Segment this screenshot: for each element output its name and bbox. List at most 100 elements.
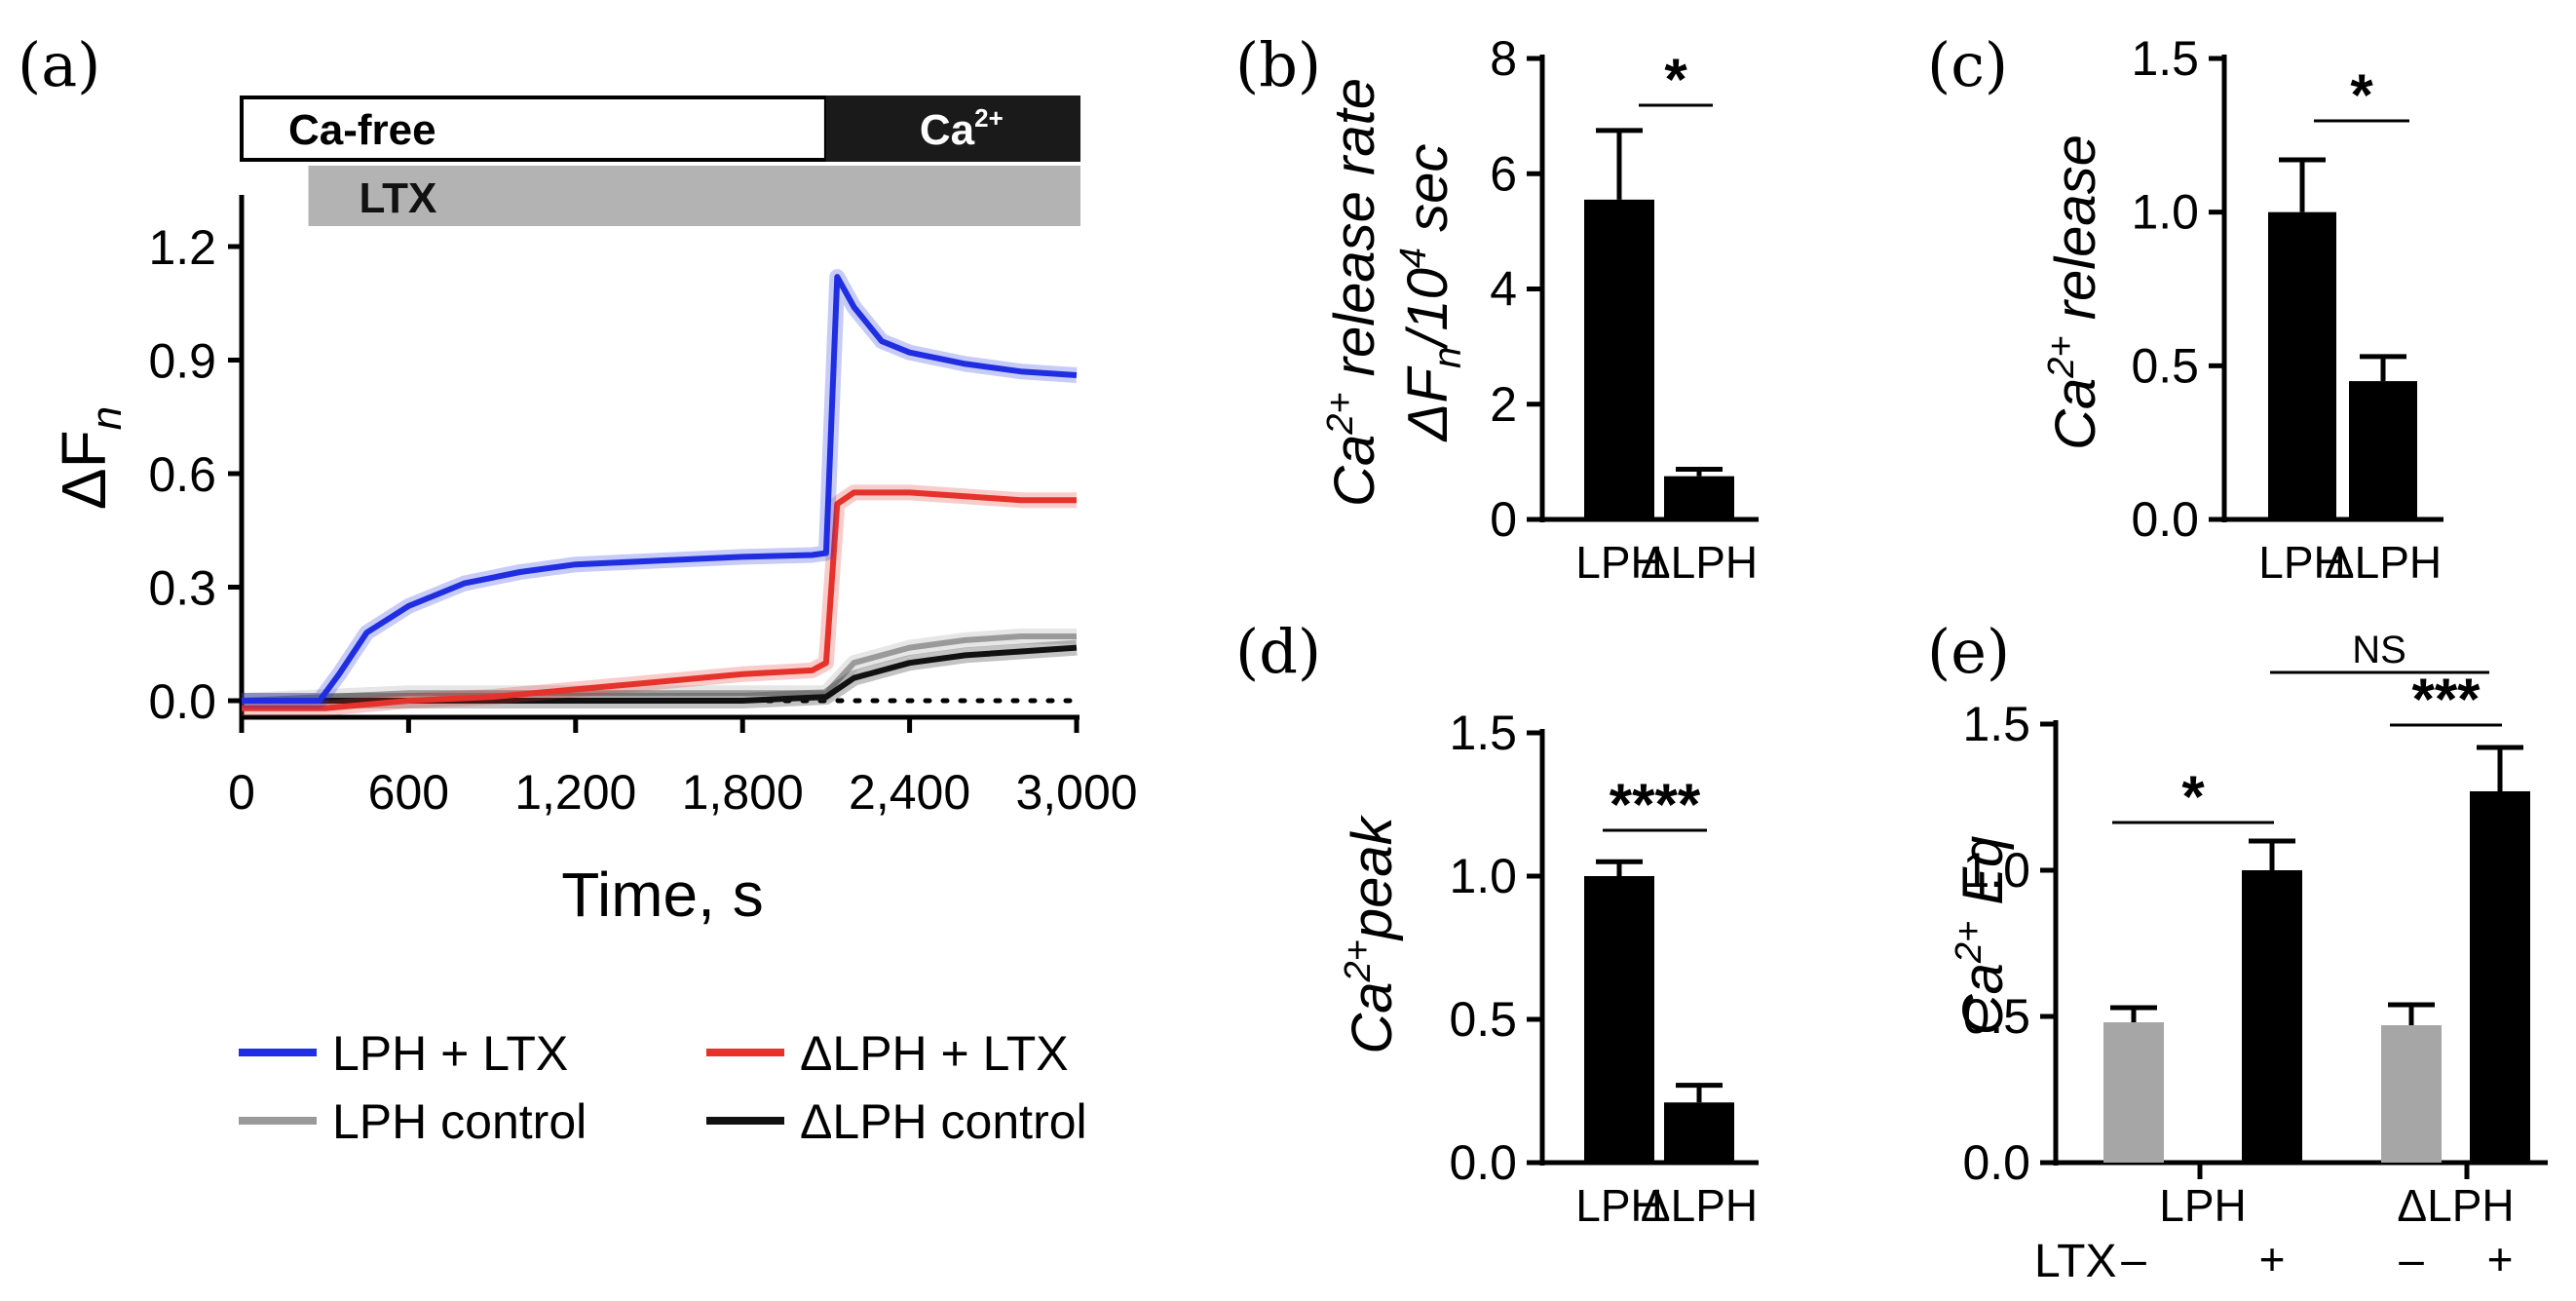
bar-panels: 02468LPHΔLPH*0.00.51.01.5LPHΔLPH*0.00.51… [1449,31,2548,1287]
panel-e: (e) Ca2+ Eq [1927,616,2015,1035]
panel-a: (a) Ca-free Ca2+ LTX 0.0 0.3 0.6 0.9 1.2 0 60… [18,29,1138,1149]
c-y-tick-label: 0.5 [2131,338,2199,393]
a-y-tick-label: 0.6 [148,447,216,502]
a-legend: LPH + LTX ΔLPH + LTX LPH control ΔLPH contr… [239,1026,1087,1149]
b-y-tick-label: 2 [1490,377,1517,432]
e-treatment-level: – [2399,1234,2424,1284]
e-sig-label: * [2181,764,2205,829]
a-y-label: ΔFn [49,406,131,510]
ca-bar-label: Ca2+ [920,103,1004,154]
a-x-tick-label: 600 [368,765,449,820]
ca-bar [825,96,1080,162]
a-y-tick-label: 1.2 [148,220,216,275]
a-series-line [241,633,1077,704]
ca-bar-label-sup: 2+ [974,103,1004,133]
b-bar [1664,476,1734,519]
c-bar [2349,381,2417,519]
panel-c-letter: (c) [1927,29,2008,100]
e-y-tick-label: 1.5 [1962,697,2030,751]
b-bar [1584,199,1654,519]
b-category-label: LPH [1575,537,1662,588]
e-ns-label: NS [2352,629,2406,671]
e-bar [2470,791,2530,1163]
d-sig-label: **** [1610,772,1701,837]
a-x-label: Time, s [561,860,763,930]
ca-free-label: Ca-free [288,106,436,154]
a-series-line [242,489,1077,711]
d-y-tick-label: 0.0 [1449,1135,1517,1190]
e-treatment-level: + [2259,1234,2286,1284]
e-y-tick-label: 1.0 [1962,843,2030,898]
e-y-tick-label: 0.0 [1962,1135,2030,1190]
panel-b: (b) Ca2+ release rate ΔFn/104 sec [1235,29,1469,507]
c-y-tick-label: 0.0 [2131,492,2199,547]
legend-label: LPH + LTX [332,1026,568,1081]
e-group-label: ΔLPH [2397,1180,2514,1231]
panel-b-letter: (b) [1235,29,1321,100]
a-y-label-sub: n [83,406,131,430]
e-group-label: LPH [2159,1180,2246,1231]
panel-e-letter: (e) [1927,616,2010,687]
legend-label: ΔLPH + LTX [800,1026,1069,1081]
a-y-tick-label: 0.0 [148,674,216,729]
a-x-tick-label: 3,000 [1015,765,1137,820]
a-x-ticks: 0 600 1,200 1,800 2,400 3,000 [228,717,1138,820]
a-y-ticks: 0.0 0.3 0.6 0.9 1.2 [148,220,242,729]
panel-c: (c) Ca2+ release [1927,29,2107,450]
c-category-label: ΔLPH [2325,537,2442,588]
c-y-tick-label: 1.0 [2131,185,2199,240]
e-sig-label: *** [2411,667,2481,732]
d-y-tick-label: 0.5 [1449,992,1517,1047]
panel-a-letter: (a) [18,29,100,100]
a-series-line [242,274,1078,704]
e-bar [2381,1025,2442,1163]
b-y-tick-label: 8 [1490,31,1517,86]
d-bar [1664,1102,1734,1163]
a-y-tick-label: 0.9 [148,334,216,389]
panel-d: (d) Ca2+peak [1235,616,1404,1054]
c-y-label: Ca2+ release [2041,134,2107,450]
a-x-tick-label: 0 [228,765,255,820]
e-treatment-label: LTX [2034,1236,2116,1287]
a-x-tick-label: 1,800 [682,765,804,820]
c-category-label: LPH [2258,537,2345,588]
a-y-tick-label: 0.3 [148,561,216,616]
ca-bar-label-main: Ca [920,106,975,154]
ca-free-bar [240,96,828,162]
e-bar [2242,870,2302,1163]
d-category-label: LPH [1575,1180,1662,1231]
e-y-tick-label: 0.5 [1962,989,2030,1044]
b-y-tick-label: 6 [1490,146,1517,201]
b-category-label: ΔLPH [1641,537,1758,588]
b-y-tick-label: 0 [1490,492,1517,547]
d-y-tick-label: 1.5 [1449,706,1517,760]
e-treatment-level: + [2487,1234,2514,1284]
d-bar [1584,876,1654,1163]
a-series-group [241,269,1078,716]
d-category-label: ΔLPH [1641,1180,1758,1231]
legend-label: ΔLPH control [800,1094,1087,1149]
ltx-bar-label: LTX [360,174,437,222]
panel-d-letter: (d) [1235,616,1321,687]
a-x-tick-label: 1,200 [514,765,636,820]
e-bar [2103,1022,2164,1163]
legend-label: LPH control [332,1094,587,1149]
b-sig-label: * [1664,47,1687,112]
e-treatment-level: – [2121,1234,2146,1284]
d-y-label: Ca2+peak [1338,814,1404,1053]
b-y-tick-label: 4 [1490,262,1517,317]
a-x-tick-label: 2,400 [849,765,970,820]
a-series-band [242,484,1077,716]
b-y-label-line1: Ca2+ release rate [1320,78,1386,507]
c-sig-label: * [2350,62,2373,128]
b-y-label-line2: ΔFn/104 sec [1393,144,1469,443]
a-y-label-main: ΔF [49,430,119,510]
d-y-tick-label: 1.0 [1449,849,1517,903]
c-bar [2268,211,2336,519]
ltx-bar [308,166,1080,226]
